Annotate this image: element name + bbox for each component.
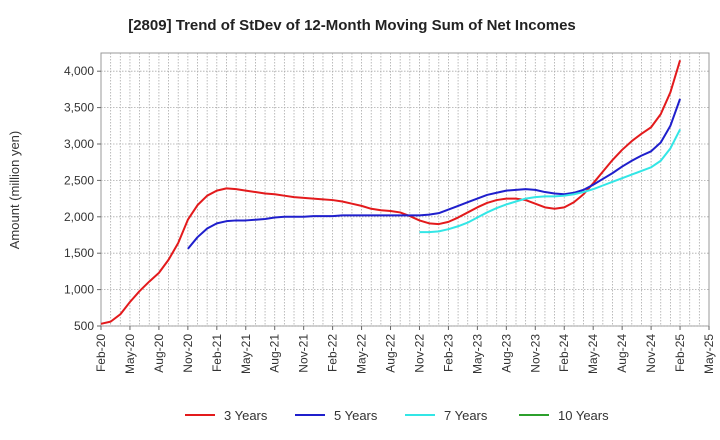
- y-axis: 500 1,000 1,500 2,000 2,500 3,000 3,500 4,000: [64, 64, 101, 333]
- x-tick-label: May-24: [586, 334, 600, 374]
- legend-label: 7 Years: [444, 408, 488, 423]
- x-tick-label: Aug-20: [152, 334, 166, 373]
- chart-title: [2809] Trend of StDev of 12-Month Moving…: [128, 17, 576, 34]
- x-tick-label: May-25: [702, 334, 716, 374]
- y-tick-label: 1,000: [64, 283, 94, 297]
- x-tick-label: Feb-25: [673, 334, 687, 372]
- x-tick-label: Nov-24: [644, 334, 658, 373]
- x-axis: Feb-20 May-20 Aug-20 Nov-20 Feb-21 May-21 Aug-…: [94, 326, 716, 374]
- series-line-5-years: [187, 98, 681, 250]
- x-tick-label: Feb-20: [94, 334, 108, 372]
- x-tick-label: Aug-23: [499, 334, 513, 373]
- x-tick-label: Nov-22: [412, 334, 426, 373]
- legend: 3 Years 5 Years 7 Years 10 Years: [185, 408, 609, 423]
- legend-label: 3 Years: [224, 408, 268, 423]
- series-line-7-years: [419, 128, 681, 234]
- x-tick-label: Aug-24: [615, 334, 629, 373]
- x-tick-label: May-21: [239, 334, 253, 374]
- x-tick-label: Feb-21: [210, 334, 224, 372]
- y-tick-label: 2,000: [64, 210, 94, 224]
- x-tick-label: Nov-23: [528, 334, 542, 373]
- y-axis-label: Amount (million yen): [7, 131, 22, 250]
- grid-lines: [101, 53, 709, 327]
- x-tick-label: Nov-20: [181, 334, 195, 373]
- x-tick-label: May-20: [123, 334, 137, 374]
- series-lines: [100, 59, 682, 325]
- y-tick-label: 2,500: [64, 173, 94, 187]
- x-tick-label: Nov-21: [297, 334, 311, 373]
- y-tick-label: 1,500: [64, 246, 94, 260]
- y-tick-label: 3,500: [64, 101, 94, 115]
- x-tick-label: May-22: [355, 334, 369, 374]
- x-tick-label: Feb-22: [326, 334, 340, 372]
- series-line-3-years: [100, 59, 682, 325]
- legend-label: 5 Years: [334, 408, 378, 423]
- x-tick-label: Aug-21: [268, 334, 282, 373]
- x-tick-label: Feb-23: [441, 334, 455, 372]
- x-tick-label: May-23: [470, 334, 484, 374]
- x-tick-label: Aug-22: [384, 334, 398, 373]
- y-tick-label: 3,000: [64, 137, 94, 151]
- y-tick-label: 500: [74, 319, 94, 333]
- legend-label: 10 Years: [558, 408, 609, 423]
- x-tick-label: Feb-24: [557, 334, 571, 372]
- y-tick-label: 4,000: [64, 64, 94, 78]
- plot-area: [100, 52, 710, 327]
